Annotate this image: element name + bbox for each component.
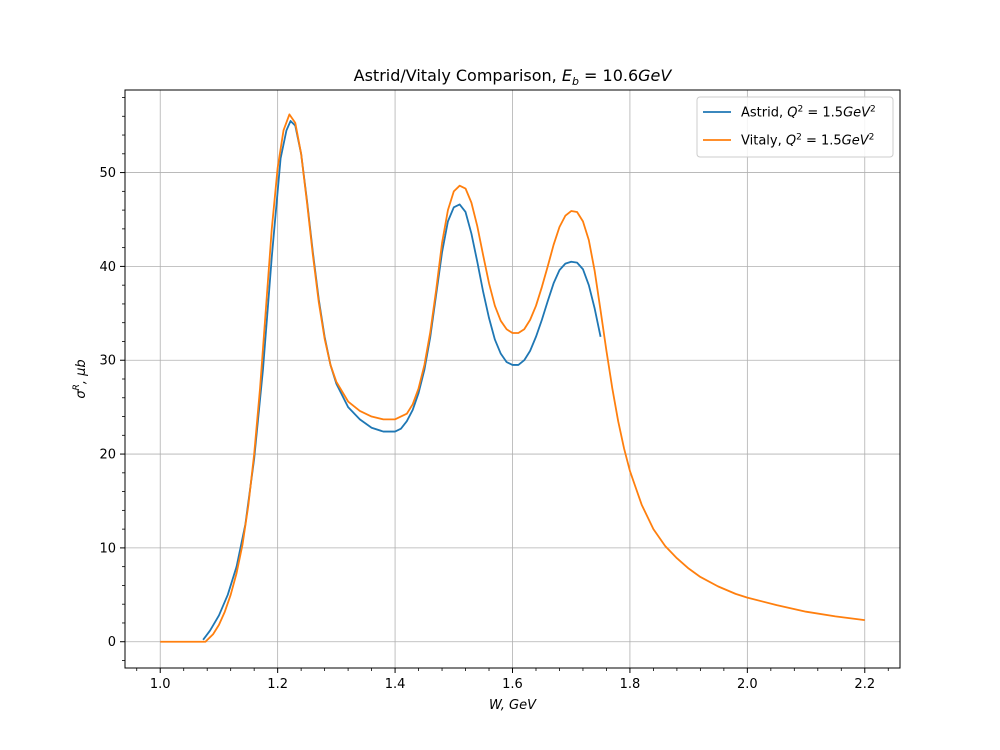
y-tick-label: 50 — [99, 166, 116, 181]
x-tick-label: 1.0 — [150, 677, 171, 692]
x-tick-label: 2.0 — [737, 677, 758, 692]
y-tick-label: 0 — [108, 635, 116, 650]
legend-box — [696, 96, 894, 158]
legend-label: Vitaly, Q2 = 1.5GeV2 — [741, 133, 874, 149]
x-tick-label: 1.6 — [502, 677, 523, 692]
y-tick-label: 40 — [99, 260, 116, 275]
x-tick-label: 1.4 — [385, 677, 406, 692]
y-axis-title: σR, μb — [72, 359, 89, 398]
series-lines — [160, 113, 865, 643]
x-axis-title: W, GeV — [489, 698, 537, 713]
y-tick-label: 30 — [99, 354, 116, 369]
x-tick-label: 1.2 — [267, 677, 288, 692]
axis-ticks: 1.0 1.2 1.4 1.6 1.8 2.0 2.2 0 10 20 30 40 50 — [99, 97, 889, 692]
y-tick-label: 10 — [99, 541, 116, 556]
grid — [125, 90, 900, 668]
y-tick-label: 20 — [99, 448, 116, 463]
legend-label: Astrid, Q2 = 1.5GeV2 — [741, 105, 876, 121]
series-line — [202, 120, 602, 641]
series-line — [160, 113, 865, 643]
legend: Astrid, Q2 = 1.5GeV2 Vitaly, Q2 = 1.5GeV2 — [696, 96, 894, 158]
chart-title: Astrid/Vitaly Comparison, Eb = 10.6GeV — [354, 66, 673, 88]
x-tick-label: 2.2 — [854, 677, 875, 692]
x-tick-label: 1.8 — [620, 677, 641, 692]
